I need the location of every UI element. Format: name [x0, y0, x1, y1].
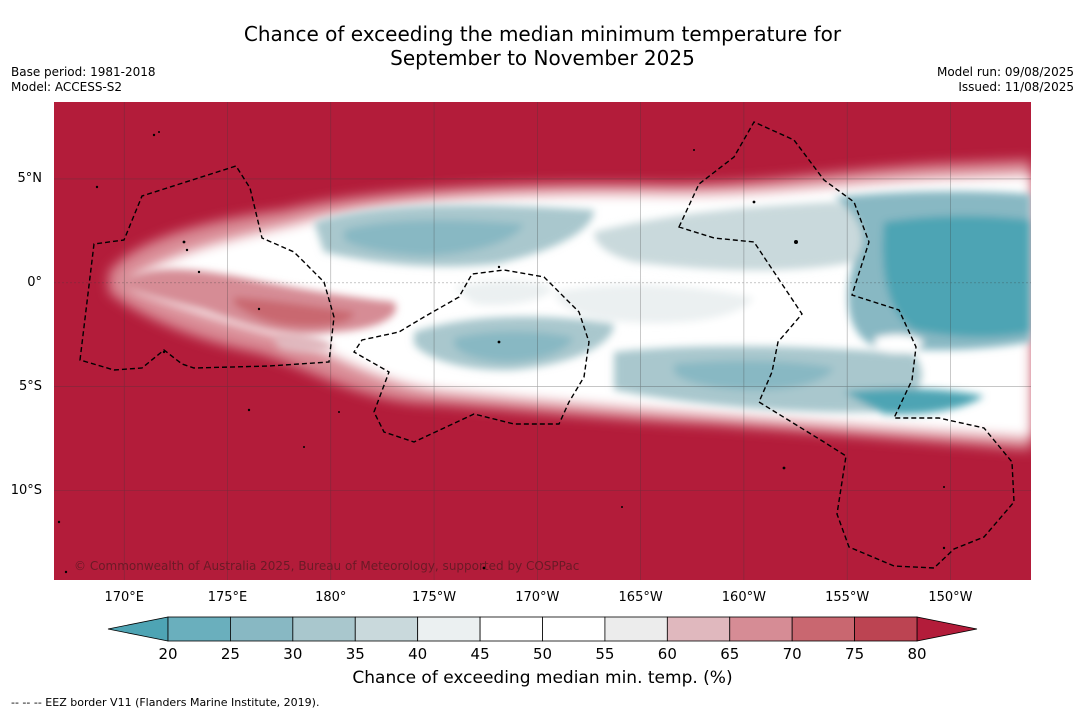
lon-tick-label: 170°E: [104, 590, 144, 605]
colorbar-bin: [354, 616, 419, 642]
colorbar-over-arrow: [916, 616, 978, 642]
colorbar-bin: [167, 616, 231, 642]
lat-tick-label: 10°S: [10, 482, 42, 498]
lat-tick-label: 5°S: [18, 378, 42, 394]
lon-tick-label: 150°W: [928, 590, 973, 605]
colorbar-tick-label: 45: [470, 645, 490, 663]
colorbar-tick-label: 75: [845, 645, 865, 663]
islands: [57, 131, 946, 574]
lat-tick-label: 5°N: [17, 170, 43, 186]
colorbar-label: Chance of exceeding median min. temp. (%…: [352, 668, 733, 688]
colorbar-tick-label: 60: [657, 645, 677, 663]
forecast-map: [54, 102, 1031, 580]
model-run: Model run: 09/08/2025: [936, 65, 1074, 79]
eez-borders: [79, 121, 1015, 569]
chart-title-line1: Chance of exceeding the median minimum t…: [243, 22, 842, 46]
colorbar-tick-label: 30: [283, 645, 303, 663]
colorbar-tick-label: 50: [532, 645, 553, 663]
chart-title-line2: September to November 2025: [390, 46, 695, 70]
lon-tick-label: 165°W: [618, 590, 663, 605]
colorbar-tick-label: 70: [782, 645, 802, 663]
colorbar-bin: [542, 616, 606, 642]
lon-tick-label: 160°W: [721, 590, 766, 605]
copyright-notice: © Commonwealth of Australia 2025, Bureau…: [74, 559, 580, 573]
colorbar-tick-label: 20: [158, 645, 178, 663]
colorbar-tick-label: 80: [907, 645, 927, 663]
lon-tick-label: 170°W: [515, 590, 560, 605]
cool-shading: [314, 191, 1031, 415]
lat-tick-label: 0°: [27, 274, 42, 290]
colorbar-tick-label: 40: [408, 645, 428, 663]
colorbar-bin: [292, 616, 356, 642]
colorbar-bin: [729, 616, 793, 642]
colorbar-tick-label: 25: [220, 645, 240, 663]
colorbar-under-arrow: [107, 616, 169, 642]
warm-west-lobe: [124, 269, 396, 353]
lon-tick-label: 155°W: [825, 590, 870, 605]
model-name: Model: ACCESS-S2: [11, 80, 123, 94]
base-period: Base period: 1981-2018: [11, 65, 156, 79]
colorbar-tick-label: 65: [720, 645, 740, 663]
colorbar-bin: [791, 616, 855, 642]
lon-tick-label: 180°: [315, 590, 347, 605]
colorbar-bin: [230, 616, 294, 642]
colorbar-tick-label: 55: [595, 645, 615, 663]
colorbar-bin: [854, 616, 918, 642]
lon-tick-label: 175°W: [411, 590, 457, 605]
map-grid: [54, 102, 1031, 580]
colorbar-bin: [604, 616, 668, 642]
meta-left: Base period: 1981-2018 Model: ACCESS-S2: [11, 65, 156, 95]
lon-tick-label: 175°E: [207, 590, 248, 605]
colorbar-tick-label: 35: [345, 645, 365, 663]
eez-footnote: -- -- -- EEZ border V11 (Flanders Marine…: [11, 696, 320, 709]
colorbar-bin: [417, 616, 481, 642]
colorbar-bin: [666, 616, 731, 642]
issued-date: Issued: 11/08/2025: [958, 80, 1074, 94]
meta-right: Model run: 09/08/2025 Issued: 11/08/2025: [937, 65, 1074, 95]
map-svg: [54, 102, 1031, 580]
colorbar-bin: [479, 616, 543, 642]
